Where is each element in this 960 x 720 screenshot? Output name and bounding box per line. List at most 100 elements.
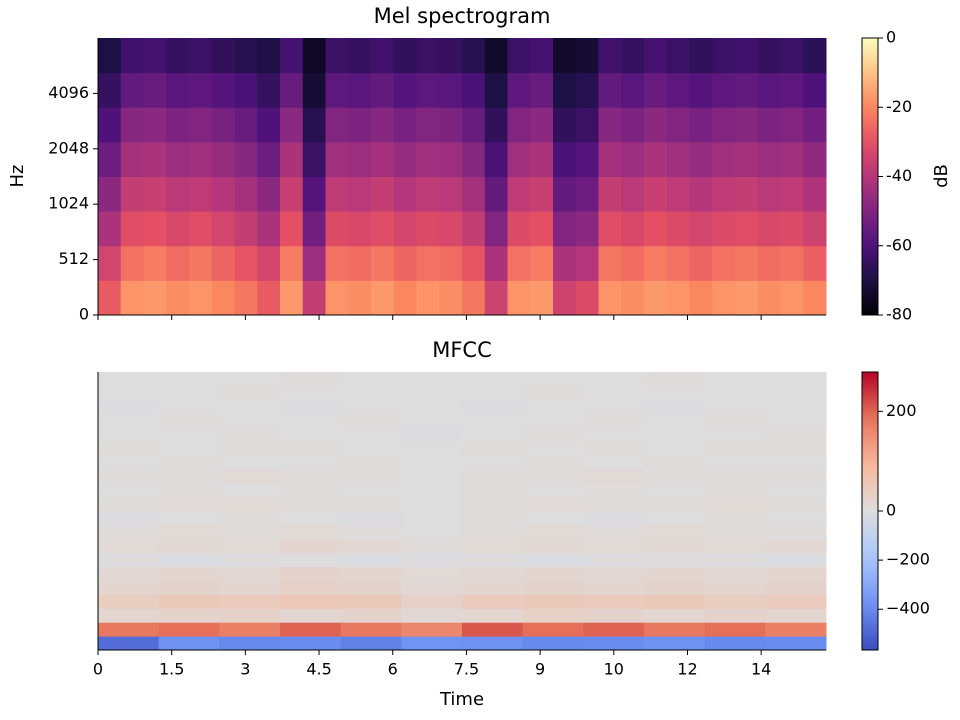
heatmap-cell: [522, 524, 584, 540]
heatmap-cell: [401, 413, 463, 429]
colorbar-tick-label: -20: [886, 97, 912, 116]
heatmap-cell: [98, 636, 160, 651]
heatmap-cell: [780, 141, 804, 177]
heatmap-cell: [712, 38, 736, 74]
colorbar-tick-label: -40: [886, 166, 912, 185]
heatmap-cell: [340, 483, 402, 498]
heatmap-cell: [393, 38, 417, 74]
heatmap-cell: [234, 72, 258, 108]
heatmap-cell: [143, 211, 167, 247]
heatmap-cell: [401, 483, 463, 498]
heatmap-cell: [644, 511, 706, 526]
heatmap-cell: [439, 72, 463, 108]
heatmap-cell: [780, 280, 804, 316]
heatmap-cell: [583, 413, 645, 429]
heatmap-cell: [439, 211, 463, 247]
heatmap-cell: [325, 245, 349, 281]
heatmap-cell: [219, 538, 281, 554]
heatmap-cell: [302, 245, 326, 281]
heatmap-cell: [211, 107, 235, 143]
heatmap-cell: [757, 72, 781, 108]
heatmap-cell: [219, 385, 281, 401]
heatmap-cell: [583, 441, 645, 456]
heatmap-cell: [704, 511, 766, 526]
heatmap-cell: [211, 176, 235, 212]
heatmap-cell: [280, 608, 342, 623]
heatmap-cell: [644, 469, 706, 484]
heatmap-cell: [462, 580, 524, 595]
heatmap-cell: [780, 211, 804, 247]
heatmap-cell: [219, 524, 281, 540]
heatmap-cell: [704, 594, 766, 609]
heatmap-cell: [340, 372, 402, 387]
heatmap-cell: [522, 566, 584, 581]
heatmap-cell: [689, 280, 713, 316]
heatmap-cell: [166, 176, 190, 212]
heatmap-cell: [340, 594, 402, 609]
heatmap-cell: [371, 107, 395, 143]
colorbar: [862, 38, 878, 315]
heatmap-cell: [340, 580, 402, 595]
heatmap-cell: [98, 141, 122, 177]
heatmap-cell: [158, 385, 220, 401]
heatmap-cell: [757, 211, 781, 247]
heatmap-cell: [98, 441, 160, 456]
heatmap-cell: [401, 608, 463, 623]
heatmap-cell: [401, 580, 463, 595]
heatmap-cell: [348, 107, 372, 143]
heatmap-cell: [234, 211, 258, 247]
heatmap-cell: [302, 107, 326, 143]
heatmap-cell: [689, 211, 713, 247]
heatmap-cell: [765, 552, 827, 568]
heatmap-cell: [621, 245, 645, 281]
heatmap-cell: [393, 107, 417, 143]
x-tick-label: 14: [751, 660, 771, 679]
heatmap-cell: [158, 622, 220, 637]
heatmap-cell: [704, 580, 766, 595]
heatmap-cell: [211, 38, 235, 74]
heatmap-cell: [219, 372, 281, 387]
heatmap-cell: [439, 176, 463, 212]
heatmap-cell: [644, 455, 706, 470]
heatmap-cell: [340, 622, 402, 637]
heatmap-cell: [219, 441, 281, 456]
heatmap-cell: [325, 176, 349, 212]
heatmap-cell: [530, 176, 554, 212]
heatmap-cell: [462, 413, 524, 429]
heatmap-cell: [522, 483, 584, 498]
heatmap-cell: [401, 427, 463, 442]
heatmap-cell: [704, 566, 766, 581]
heatmap-cell: [666, 72, 690, 108]
heatmap-cell: [340, 427, 402, 442]
heatmap-cell: [211, 245, 235, 281]
heatmap-cell: [598, 38, 622, 74]
heatmap-cell: [803, 72, 827, 108]
x-tick-label: 12: [677, 660, 697, 679]
heatmap-cell: [158, 552, 220, 568]
heatmap-cell: [143, 38, 167, 74]
heatmap-cell: [98, 594, 160, 609]
heatmap-cell: [553, 141, 577, 177]
heatmap-cell: [219, 594, 281, 609]
heatmap-cell: [644, 538, 706, 554]
heatmap-cell: [462, 385, 524, 401]
heatmap-cell: [257, 245, 281, 281]
heatmap-cell: [462, 469, 524, 484]
heatmap-cell: [219, 580, 281, 595]
heatmap-cell: [780, 245, 804, 281]
colorbar-tick-label: −400: [886, 599, 930, 618]
heatmap-cell: [553, 38, 577, 74]
heatmap-cell: [280, 622, 342, 637]
heatmap-cell: [803, 141, 827, 177]
heatmap-cell: [712, 107, 736, 143]
heatmap-cell: [280, 524, 342, 540]
heatmap-cell: [280, 441, 342, 456]
heatmap-cell: [219, 552, 281, 568]
heatmap-cell: [120, 211, 144, 247]
heatmap-cell: [120, 280, 144, 316]
heatmap-cell: [666, 107, 690, 143]
heatmap-cell: [401, 524, 463, 540]
heatmap-cell: [689, 245, 713, 281]
heatmap-cell: [507, 211, 531, 247]
heatmap-cell: [522, 636, 584, 651]
